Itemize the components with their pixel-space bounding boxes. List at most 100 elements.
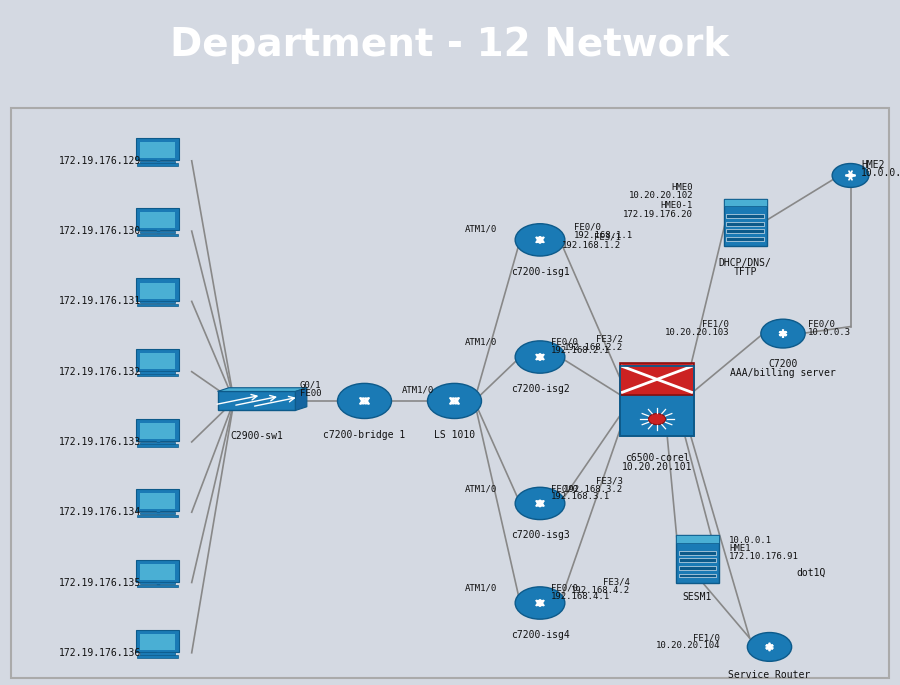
Text: 192.168.3.1: 192.168.3.1 <box>551 493 610 501</box>
Text: c7200-bridge 1: c7200-bridge 1 <box>323 430 406 440</box>
FancyBboxPatch shape <box>140 353 175 369</box>
Polygon shape <box>218 388 307 391</box>
Circle shape <box>428 384 482 419</box>
Circle shape <box>515 487 565 520</box>
Text: FE3/4: FE3/4 <box>603 577 630 586</box>
Text: ATM1/0: ATM1/0 <box>402 386 435 395</box>
Text: c7200-isg2: c7200-isg2 <box>510 384 570 394</box>
FancyBboxPatch shape <box>140 283 175 299</box>
Text: 10.20.20.103: 10.20.20.103 <box>664 328 729 337</box>
FancyBboxPatch shape <box>676 535 719 543</box>
Text: 10.20.20.102: 10.20.20.102 <box>628 191 693 200</box>
Text: SESM1: SESM1 <box>683 592 712 602</box>
Text: FE0/0: FE0/0 <box>551 484 578 493</box>
FancyBboxPatch shape <box>136 630 179 652</box>
Text: FE1/0: FE1/0 <box>702 320 729 329</box>
Text: HME1: HME1 <box>729 544 751 553</box>
FancyBboxPatch shape <box>140 442 175 444</box>
Text: ATM1/0: ATM1/0 <box>464 584 497 593</box>
Text: 192.168.4.2: 192.168.4.2 <box>571 586 630 595</box>
Text: dot1Q: dot1Q <box>796 568 826 578</box>
Text: FE3/2: FE3/2 <box>596 335 623 344</box>
Text: Service Router: Service Router <box>728 670 811 680</box>
Text: 192.168.3.2: 192.168.3.2 <box>563 485 623 494</box>
Circle shape <box>338 384 392 419</box>
Text: 10.0.0.1: 10.0.0.1 <box>729 536 772 545</box>
FancyBboxPatch shape <box>726 222 764 225</box>
FancyBboxPatch shape <box>137 234 178 236</box>
Text: c7200-isg1: c7200-isg1 <box>510 266 570 277</box>
Text: 172.19.176.131: 172.19.176.131 <box>58 297 140 306</box>
Text: 172.19.176.134: 172.19.176.134 <box>58 507 140 517</box>
FancyBboxPatch shape <box>136 349 179 371</box>
Text: c6500-corel: c6500-corel <box>625 453 689 463</box>
Circle shape <box>515 587 565 619</box>
FancyBboxPatch shape <box>140 512 175 514</box>
FancyBboxPatch shape <box>137 585 178 587</box>
Text: 172.19.176.133: 172.19.176.133 <box>58 437 140 447</box>
Text: ATM1/0: ATM1/0 <box>464 338 497 347</box>
FancyBboxPatch shape <box>137 514 178 517</box>
FancyBboxPatch shape <box>724 199 767 246</box>
Text: 10.0.0.2: 10.0.0.2 <box>861 168 900 178</box>
Text: DHCP/DNS/: DHCP/DNS/ <box>719 258 771 269</box>
Circle shape <box>648 414 666 425</box>
Text: HME0-1: HME0-1 <box>661 201 693 210</box>
Text: 10.0.0.3: 10.0.0.3 <box>808 328 851 337</box>
Text: FE0/0: FE0/0 <box>574 223 601 232</box>
FancyBboxPatch shape <box>136 208 179 230</box>
Text: 172.19.176.135: 172.19.176.135 <box>58 577 140 588</box>
FancyBboxPatch shape <box>620 395 694 436</box>
FancyBboxPatch shape <box>676 535 719 583</box>
Text: 172.19.176.129: 172.19.176.129 <box>58 155 140 166</box>
Text: HME0: HME0 <box>671 183 693 192</box>
Text: FE00: FE00 <box>300 389 321 399</box>
Text: 192.168.2.2: 192.168.2.2 <box>563 343 623 352</box>
FancyBboxPatch shape <box>137 304 178 306</box>
Circle shape <box>832 164 868 188</box>
Text: 172.19.176.130: 172.19.176.130 <box>58 226 140 236</box>
FancyBboxPatch shape <box>137 445 178 447</box>
FancyBboxPatch shape <box>137 163 178 166</box>
Text: ATM1/0: ATM1/0 <box>464 225 497 234</box>
Text: G0/1: G0/1 <box>300 381 321 390</box>
Text: FE3/3: FE3/3 <box>596 477 623 486</box>
FancyBboxPatch shape <box>136 489 179 512</box>
Text: TFTP: TFTP <box>734 267 757 277</box>
Text: 192.168.1.1: 192.168.1.1 <box>574 231 634 240</box>
Text: ATM1/0: ATM1/0 <box>464 484 497 493</box>
FancyBboxPatch shape <box>679 573 716 577</box>
FancyBboxPatch shape <box>137 374 178 377</box>
FancyBboxPatch shape <box>726 237 764 240</box>
Circle shape <box>747 632 792 661</box>
Text: HME2: HME2 <box>861 160 885 170</box>
FancyBboxPatch shape <box>620 364 694 395</box>
FancyBboxPatch shape <box>136 279 179 301</box>
Text: 172.19.176.136: 172.19.176.136 <box>58 648 140 658</box>
Text: LS 1010: LS 1010 <box>434 430 475 440</box>
FancyBboxPatch shape <box>140 493 175 510</box>
FancyBboxPatch shape <box>140 142 175 158</box>
Circle shape <box>515 224 565 256</box>
Text: 192.168.2.1: 192.168.2.1 <box>551 346 610 355</box>
FancyBboxPatch shape <box>724 199 767 206</box>
FancyBboxPatch shape <box>136 138 179 160</box>
Text: 172.19.176.132: 172.19.176.132 <box>58 366 140 377</box>
Text: FE1/0: FE1/0 <box>693 633 720 642</box>
FancyBboxPatch shape <box>137 656 178 658</box>
Text: C7200: C7200 <box>769 359 797 369</box>
Text: AAA/billing server: AAA/billing server <box>730 368 836 378</box>
Text: 172.19.176.20: 172.19.176.20 <box>623 210 693 219</box>
FancyBboxPatch shape <box>140 301 175 303</box>
Text: 172.10.176.91: 172.10.176.91 <box>729 552 799 561</box>
Text: FE0/0: FE0/0 <box>551 584 578 593</box>
FancyBboxPatch shape <box>679 558 716 562</box>
FancyBboxPatch shape <box>140 423 175 439</box>
Text: FE3/1: FE3/1 <box>594 232 621 241</box>
FancyBboxPatch shape <box>140 371 175 373</box>
Circle shape <box>515 341 565 373</box>
Text: C2900-sw1: C2900-sw1 <box>230 431 283 441</box>
FancyBboxPatch shape <box>136 560 179 582</box>
FancyBboxPatch shape <box>140 634 175 650</box>
Text: 10.20.20.104: 10.20.20.104 <box>655 641 720 650</box>
